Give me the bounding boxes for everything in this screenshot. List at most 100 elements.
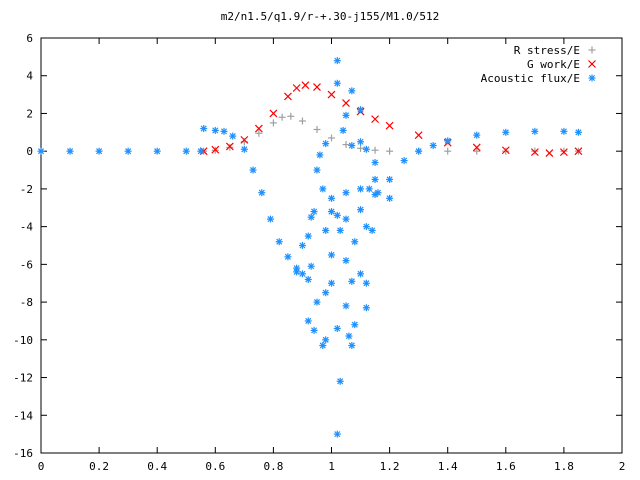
data-point xyxy=(473,147,481,155)
data-point xyxy=(313,166,321,174)
data-point xyxy=(124,147,132,155)
data-point xyxy=(342,141,350,149)
data-point xyxy=(357,144,365,152)
data-point xyxy=(531,127,539,135)
data-point xyxy=(357,138,365,146)
y-tick-label: -14 xyxy=(13,409,33,422)
data-point xyxy=(444,137,452,145)
data-point xyxy=(530,148,539,157)
data-point xyxy=(287,112,295,120)
data-point xyxy=(37,147,45,155)
data-point xyxy=(182,147,190,155)
legend-marker xyxy=(588,46,596,54)
legend-marker xyxy=(588,60,596,68)
data-point xyxy=(429,142,437,150)
series-0 xyxy=(200,112,582,155)
data-point xyxy=(298,117,306,125)
data-point xyxy=(357,206,365,214)
y-tick-label: 0 xyxy=(26,145,33,158)
x-tick-label: 1.4 xyxy=(438,460,458,473)
data-point xyxy=(316,151,324,159)
data-point xyxy=(559,148,568,157)
data-point xyxy=(357,270,365,278)
data-point xyxy=(351,238,359,246)
data-point xyxy=(357,185,365,193)
data-point xyxy=(339,126,347,134)
data-point xyxy=(313,298,321,306)
data-point xyxy=(368,226,376,234)
data-point xyxy=(278,113,286,121)
data-point xyxy=(322,226,330,234)
data-point xyxy=(333,430,341,438)
legend-label: G work/E xyxy=(527,58,580,71)
data-point xyxy=(310,208,318,216)
data-point xyxy=(284,92,292,101)
data-point xyxy=(371,159,379,166)
data-point xyxy=(211,145,220,154)
data-point xyxy=(328,134,335,142)
data-point xyxy=(545,149,554,157)
data-point xyxy=(266,215,274,223)
data-point xyxy=(304,275,312,283)
y-tick-label: -4 xyxy=(20,221,34,234)
y-tick-label: -12 xyxy=(13,372,33,385)
x-tick-label: 0.8 xyxy=(263,460,283,473)
data-point xyxy=(342,189,350,197)
data-point xyxy=(345,332,353,340)
data-point xyxy=(342,111,350,119)
data-point xyxy=(333,211,341,219)
series-1 xyxy=(199,81,583,157)
data-point xyxy=(304,232,312,240)
y-tick-label: -2 xyxy=(20,183,33,196)
data-point xyxy=(371,146,379,154)
data-point xyxy=(229,132,237,140)
data-point xyxy=(444,147,452,155)
data-point xyxy=(342,302,350,310)
legend-marker xyxy=(588,74,596,82)
data-point xyxy=(531,147,539,155)
data-point xyxy=(255,129,263,137)
data-point xyxy=(333,57,341,65)
data-point xyxy=(333,325,341,332)
data-point xyxy=(226,143,234,151)
x-tick-label: 1.2 xyxy=(380,460,400,473)
data-point xyxy=(304,317,312,325)
data-point xyxy=(336,226,344,234)
data-point xyxy=(342,99,350,108)
data-point xyxy=(319,341,327,349)
x-tick-label: 0.2 xyxy=(89,460,109,473)
y-tick-label: -8 xyxy=(20,296,33,309)
x-tick-label: 0.4 xyxy=(147,460,167,473)
data-point xyxy=(348,87,356,95)
x-tick-label: 0.6 xyxy=(205,460,225,473)
data-point xyxy=(153,147,161,155)
legend-label: R stress/E xyxy=(514,44,580,57)
chart-title: m2/n1.5/q1.9/r-+.30-j155/M1.0/512 xyxy=(221,10,440,23)
data-point xyxy=(362,279,370,287)
data-point xyxy=(327,90,336,99)
y-tick-label: 2 xyxy=(26,107,33,120)
data-point xyxy=(371,191,379,199)
data-point xyxy=(293,268,301,276)
y-tick-label: -16 xyxy=(13,447,33,460)
data-point xyxy=(322,140,330,148)
data-point xyxy=(472,143,481,152)
data-point xyxy=(298,242,306,249)
data-point xyxy=(348,277,356,285)
data-point xyxy=(313,83,321,91)
data-point xyxy=(415,147,423,155)
data-point xyxy=(301,81,310,90)
data-point xyxy=(560,127,568,135)
x-tick-label: 0 xyxy=(38,460,45,473)
data-point xyxy=(284,253,292,261)
data-point xyxy=(225,142,234,151)
data-point xyxy=(351,321,359,329)
data-point xyxy=(348,341,356,349)
data-point xyxy=(336,377,344,385)
data-point xyxy=(348,142,356,150)
axes: 0 0.2 0.4 0.6 0.8 1 1.2 1.4 1.6 1.8 2 6 4 2 0 -2 -4 -6 -8 -… xyxy=(13,32,625,473)
data-point xyxy=(310,326,318,334)
series-2 xyxy=(37,57,582,438)
